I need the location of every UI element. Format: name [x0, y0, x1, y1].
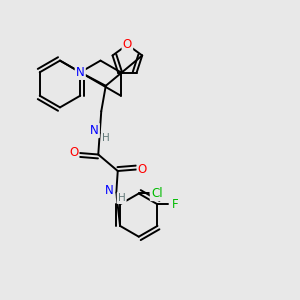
Text: N: N — [90, 124, 99, 137]
Text: F: F — [172, 198, 179, 211]
Text: Cl: Cl — [151, 187, 163, 200]
Text: O: O — [69, 146, 78, 160]
Text: N: N — [105, 184, 114, 197]
Text: H: H — [118, 193, 125, 203]
Text: O: O — [123, 38, 132, 51]
Text: N: N — [76, 66, 85, 79]
Text: O: O — [138, 163, 147, 176]
Text: H: H — [103, 133, 110, 143]
